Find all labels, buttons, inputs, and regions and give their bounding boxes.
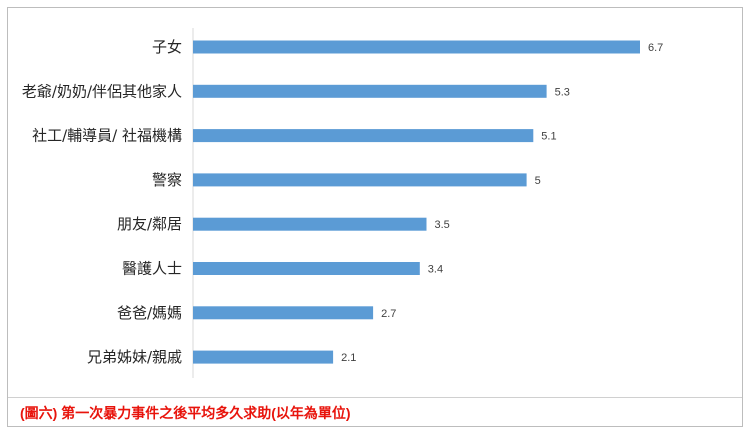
chart-frame xyxy=(7,7,743,427)
category-label-5: 醫護人士 xyxy=(122,260,182,278)
bar-3 xyxy=(193,173,527,187)
value-label-1: 5.3 xyxy=(555,86,570,98)
category-label-4: 朋友/鄰居 xyxy=(117,215,182,233)
value-labels-group: 6.7 5.3 5.1 5 3.5 3.4 2.7 2.1 xyxy=(341,42,663,364)
value-label-6: 2.7 xyxy=(381,308,396,320)
bar-6 xyxy=(193,306,374,320)
bar-2 xyxy=(193,129,534,143)
bar-0 xyxy=(193,40,640,54)
caption-bar: (圖六) 第一次暴力事件之後平均多久求助(以年為單位) xyxy=(8,397,742,425)
bars-group xyxy=(193,40,640,364)
value-label-4: 3.5 xyxy=(435,219,450,231)
bar-5 xyxy=(193,262,420,275)
category-label-7: 兄弟姊妹/親戚 xyxy=(87,348,182,366)
bar-4 xyxy=(193,217,427,231)
value-label-2: 5.1 xyxy=(541,131,556,143)
category-label-2: 社工/輔導員/ 社福機構 xyxy=(32,127,182,145)
value-label-5: 3.4 xyxy=(428,264,443,276)
figure-caption: (圖六) 第一次暴力事件之後平均多久求助(以年為單位) xyxy=(20,405,351,421)
category-label-0: 子女 xyxy=(152,38,182,56)
bar-7 xyxy=(193,350,334,364)
category-label-6: 爸爸/媽媽 xyxy=(117,304,182,322)
value-label-3: 5 xyxy=(535,175,541,187)
category-label-3: 警察 xyxy=(152,171,182,189)
bar-1 xyxy=(193,84,547,98)
value-label-0: 6.7 xyxy=(648,42,663,54)
category-label-1: 老爺/奶奶/伴侶其他家人 xyxy=(22,82,182,100)
value-label-7: 2.1 xyxy=(341,352,356,364)
